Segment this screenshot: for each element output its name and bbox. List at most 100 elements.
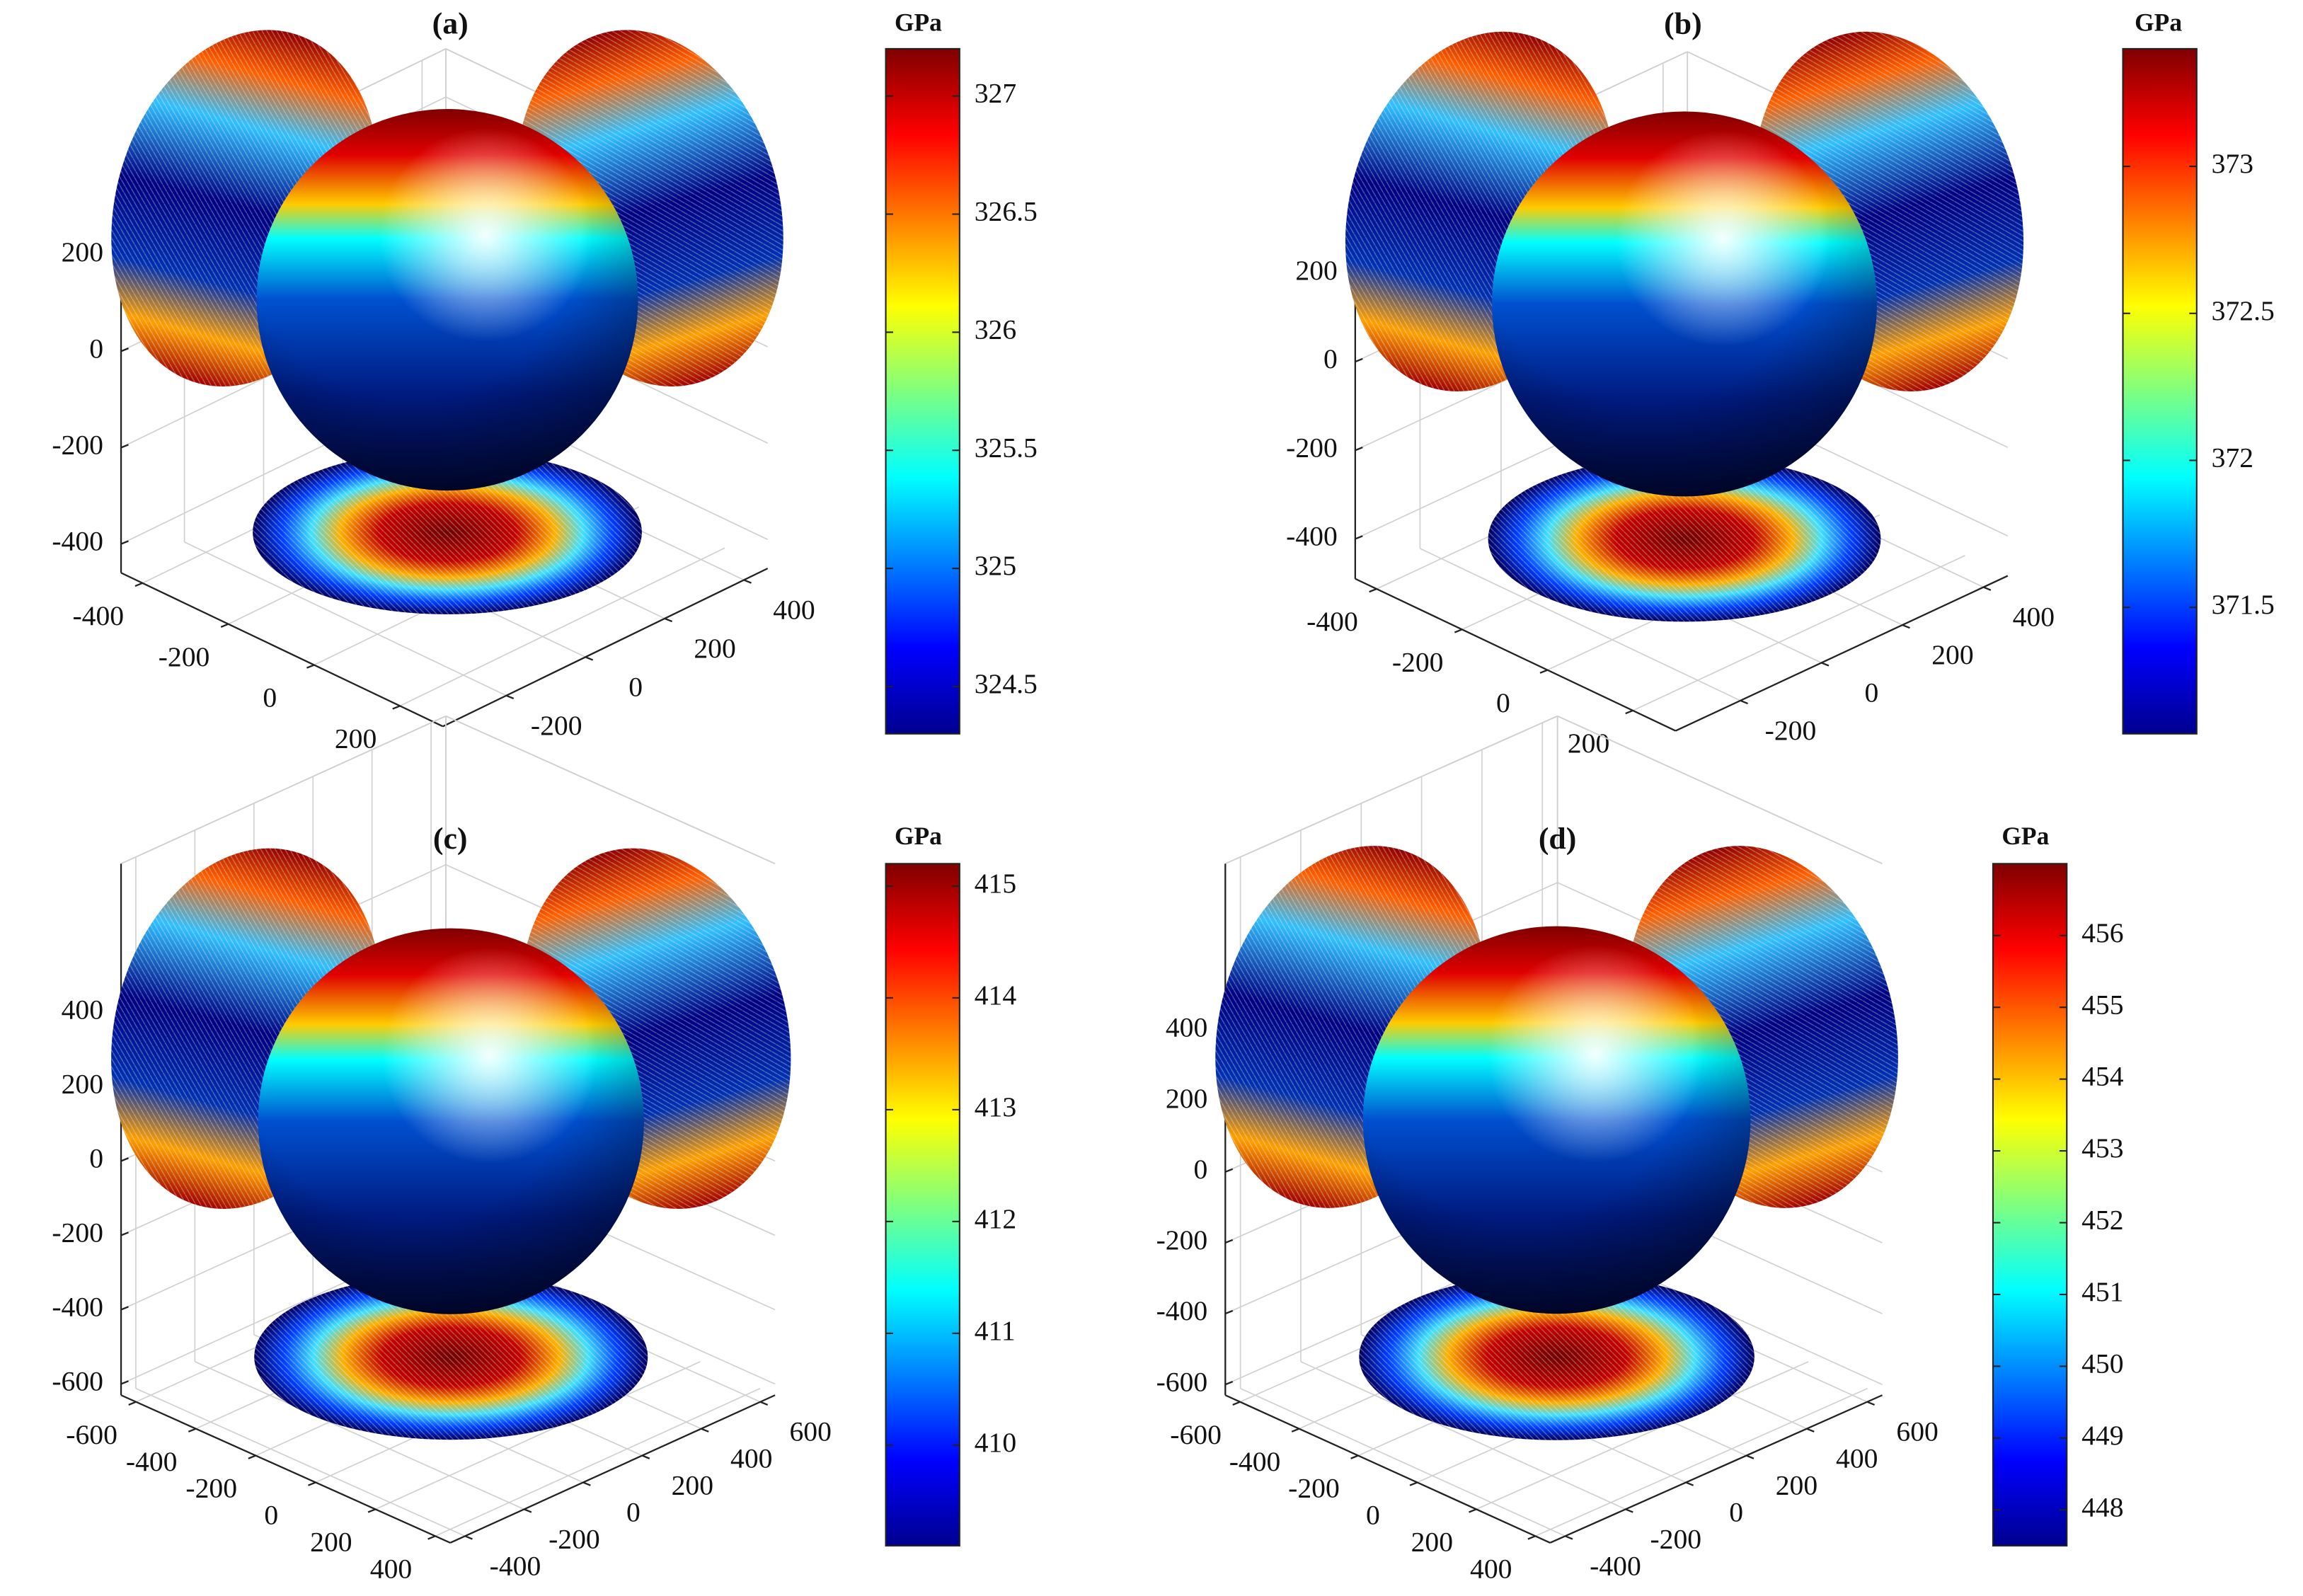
colorbar-label: GPa bbox=[895, 8, 942, 37]
tick-mark bbox=[1355, 357, 1363, 363]
tick-mark bbox=[701, 1428, 709, 1433]
y-tick-label: 600 bbox=[1896, 1416, 1938, 1447]
z-tick-label: -400 bbox=[52, 526, 103, 557]
tick-mark bbox=[120, 348, 129, 352]
grid-line bbox=[399, 547, 725, 707]
x-tick-label: 0 bbox=[264, 1500, 278, 1531]
x-tick-label: -200 bbox=[185, 1473, 237, 1504]
y-tick-label: 0 bbox=[1729, 1496, 1743, 1527]
colorbar-tick-label: 454 bbox=[2081, 1061, 2124, 1092]
grid-line bbox=[1240, 1388, 1566, 1537]
y-axis bbox=[449, 1394, 776, 1544]
x-tick-label: 400 bbox=[1470, 1554, 1512, 1585]
tick-mark bbox=[1350, 1454, 1359, 1459]
box-edge bbox=[1224, 715, 1558, 865]
x-tick-label: -400 bbox=[1229, 1446, 1281, 1477]
surface-sphere-highlight bbox=[258, 928, 644, 1314]
tick-mark bbox=[1527, 1535, 1536, 1540]
tick-mark bbox=[120, 1380, 129, 1385]
colorbar-tick-label: 452 bbox=[2081, 1205, 2123, 1236]
y-tick-label: 0 bbox=[1865, 677, 1879, 708]
x-axis bbox=[120, 1394, 451, 1544]
y-tick-label: 400 bbox=[1836, 1443, 1878, 1474]
colorbar bbox=[885, 47, 960, 735]
panel-title: (d) bbox=[1539, 822, 1577, 856]
z-tick-label: 200 bbox=[1166, 1083, 1207, 1114]
surface-projection-floor-mesh bbox=[253, 450, 642, 614]
x-tick-label: -200 bbox=[1288, 1473, 1340, 1504]
colorbar-tick-label: 325 bbox=[975, 550, 1016, 581]
grid-line bbox=[135, 1388, 466, 1537]
x-tick-label: 200 bbox=[310, 1527, 352, 1558]
colorbar-tick-label: 414 bbox=[975, 980, 1017, 1011]
tick-mark bbox=[1625, 709, 1633, 715]
colorbar-tick-label: 326.5 bbox=[975, 196, 1038, 227]
tick-mark bbox=[1224, 1239, 1234, 1244]
y-tick-label: 200 bbox=[672, 1470, 713, 1501]
y-tick-label: -400 bbox=[490, 1550, 541, 1581]
grid-line bbox=[375, 1361, 701, 1510]
x-tick-label: 200 bbox=[1568, 728, 1609, 759]
y-axis bbox=[442, 568, 769, 728]
colorbar-tick-label: 455 bbox=[2081, 989, 2123, 1020]
panel-title: (c) bbox=[433, 822, 468, 856]
tick-mark bbox=[120, 1232, 129, 1236]
tick-mark bbox=[524, 1508, 532, 1513]
colorbar-tick-label: 372 bbox=[2212, 442, 2253, 473]
tick-mark bbox=[1409, 1481, 1418, 1486]
y-tick-label: -200 bbox=[1765, 715, 1817, 746]
tick-mark bbox=[1232, 1401, 1241, 1406]
grid-line bbox=[1300, 1361, 1626, 1510]
tick-mark bbox=[128, 1401, 137, 1406]
tick-mark bbox=[1355, 535, 1363, 540]
x-tick-label: -400 bbox=[126, 1446, 178, 1477]
y-tick-label: -200 bbox=[531, 710, 582, 741]
colorbar-tick-label: 324.5 bbox=[975, 668, 1038, 699]
panel-title: (a) bbox=[432, 7, 469, 41]
tick-mark bbox=[582, 1481, 591, 1486]
colorbar-label: GPa bbox=[2135, 8, 2182, 37]
tick-mark bbox=[505, 694, 515, 700]
tick-mark bbox=[220, 623, 229, 628]
tick-mark bbox=[1224, 1168, 1234, 1173]
z-tick-label: -600 bbox=[1156, 1366, 1208, 1397]
z-tick-label: 0 bbox=[89, 333, 103, 364]
tick-mark bbox=[1806, 1428, 1815, 1433]
tick-mark bbox=[134, 582, 143, 587]
y-tick-label: 400 bbox=[773, 594, 815, 625]
x-tick-label: 200 bbox=[1411, 1527, 1453, 1558]
grid-line bbox=[1420, 548, 1741, 701]
colorbar-tick-label: 372.5 bbox=[2212, 295, 2275, 326]
tick-mark bbox=[392, 705, 401, 710]
surface-sphere-highlight bbox=[1362, 926, 1751, 1314]
x-tick-label: -600 bbox=[1170, 1419, 1222, 1450]
x-tick-label: 200 bbox=[335, 723, 377, 754]
tick-mark bbox=[641, 1454, 650, 1459]
colorbar-tick-label: 326 bbox=[975, 314, 1016, 345]
x-tick-label: -400 bbox=[1306, 606, 1358, 637]
y-tick-label: -400 bbox=[1590, 1550, 1641, 1581]
box-edge bbox=[445, 715, 776, 865]
colorbar bbox=[885, 863, 960, 1547]
grid-line bbox=[184, 541, 507, 696]
z-tick-label: 200 bbox=[62, 1068, 103, 1099]
x-tick-label: 400 bbox=[370, 1554, 412, 1585]
surface-sphere-highlight bbox=[1492, 111, 1877, 497]
colorbar-tick-label: 413 bbox=[975, 1091, 1016, 1123]
z-tick-label: 0 bbox=[1323, 343, 1338, 374]
colorbar-tick-label: 371.5 bbox=[2212, 589, 2275, 620]
tick-mark bbox=[120, 540, 129, 545]
tick-mark bbox=[1224, 1309, 1234, 1315]
panel-title: (b) bbox=[1664, 7, 1702, 41]
tick-mark bbox=[1224, 1380, 1234, 1386]
x-tick-label: 0 bbox=[1496, 687, 1510, 718]
grid-line bbox=[194, 1361, 524, 1510]
x-tick-label: 0 bbox=[263, 682, 277, 713]
tick-mark bbox=[743, 579, 752, 584]
tick-mark bbox=[308, 1481, 316, 1486]
colorbar-tick-label: 410 bbox=[975, 1427, 1016, 1458]
colorbar bbox=[2122, 47, 2198, 735]
colorbar-tick-label: 327 bbox=[975, 78, 1016, 109]
